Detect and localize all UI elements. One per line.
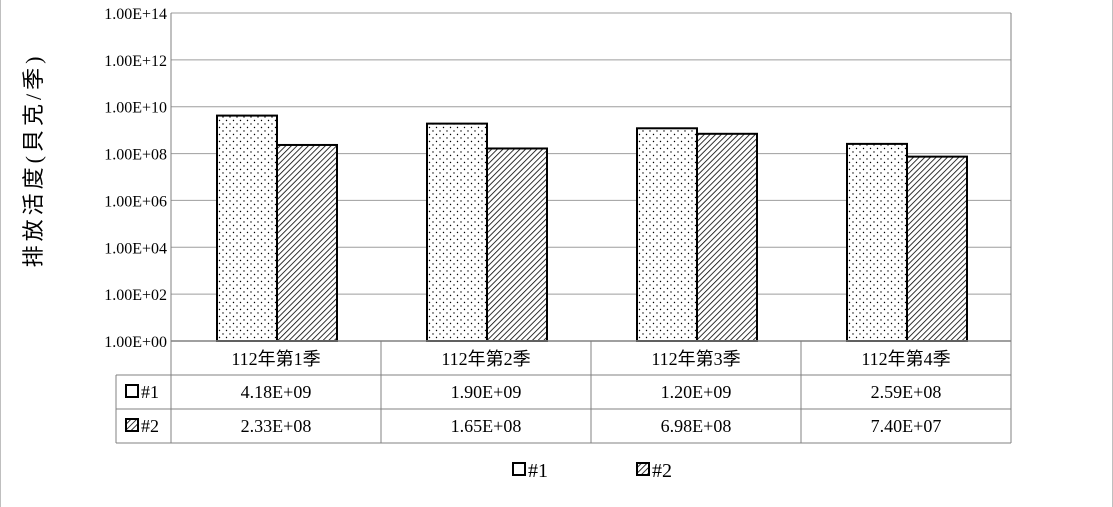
data-label: 4.18E+09 bbox=[241, 382, 312, 402]
x-category-label: 112年第1季 bbox=[231, 349, 320, 369]
y-tick-label: 1.00E+10 bbox=[104, 100, 167, 117]
legend-label: #2 bbox=[652, 460, 672, 482]
bar-s2-4 bbox=[906, 155, 968, 342]
data-label: 6.98E+08 bbox=[661, 416, 732, 436]
table-series-name: #2 bbox=[141, 416, 159, 436]
x-category-label: 112年第3季 bbox=[651, 349, 740, 369]
y-tick-label: 1.00E+02 bbox=[104, 287, 167, 304]
bar-s2-2 bbox=[486, 147, 548, 342]
y-tick-label: 1.00E+14 bbox=[104, 6, 167, 23]
bar-s2-3 bbox=[696, 132, 758, 342]
bars bbox=[216, 114, 968, 342]
data-label: 1.90E+09 bbox=[451, 382, 522, 402]
y-tick-label: 1.00E+12 bbox=[104, 53, 167, 70]
axes: 1.00E+00 1.00E+02 1.00E+04 1.00E+06 1.00E+08… bbox=[104, 6, 1012, 351]
data-label: 2.59E+08 bbox=[871, 382, 942, 402]
x-category-label: 112年第2季 bbox=[441, 349, 530, 369]
bar-s1-1 bbox=[216, 114, 278, 342]
y-tick-label: 1.00E+04 bbox=[104, 240, 167, 257]
legend-label: #1 bbox=[528, 460, 548, 482]
bar-s1-3 bbox=[636, 127, 698, 342]
data-label: 1.20E+09 bbox=[661, 382, 732, 402]
table-legend-key bbox=[125, 384, 139, 398]
table-series-name: #1 bbox=[141, 382, 159, 402]
x-category-label: 112年第4季 bbox=[861, 349, 950, 369]
y-tick-label: 1.00E+08 bbox=[104, 147, 167, 164]
bar-s2-1 bbox=[276, 143, 338, 342]
bar-s1-2 bbox=[426, 122, 488, 342]
legend: #1 #2 bbox=[512, 460, 672, 482]
legend-swatch bbox=[512, 462, 526, 476]
legend-swatch bbox=[636, 462, 650, 476]
y-axis-title: 排放活度(貝克/季) bbox=[21, 53, 46, 268]
data-table: 112年第1季 112年第2季 112年第3季 112年第4季 #1 4.18E+09 1.… bbox=[115, 340, 1012, 444]
table-legend-key bbox=[125, 418, 139, 432]
bar-s1-4 bbox=[846, 142, 908, 342]
data-label: 2.33E+08 bbox=[241, 416, 312, 436]
data-label: 7.40E+07 bbox=[871, 416, 942, 436]
y-tick-label: 1.00E+06 bbox=[104, 193, 167, 210]
data-label: 1.65E+08 bbox=[451, 416, 522, 436]
y-tick-label: 1.00E+00 bbox=[104, 334, 167, 351]
